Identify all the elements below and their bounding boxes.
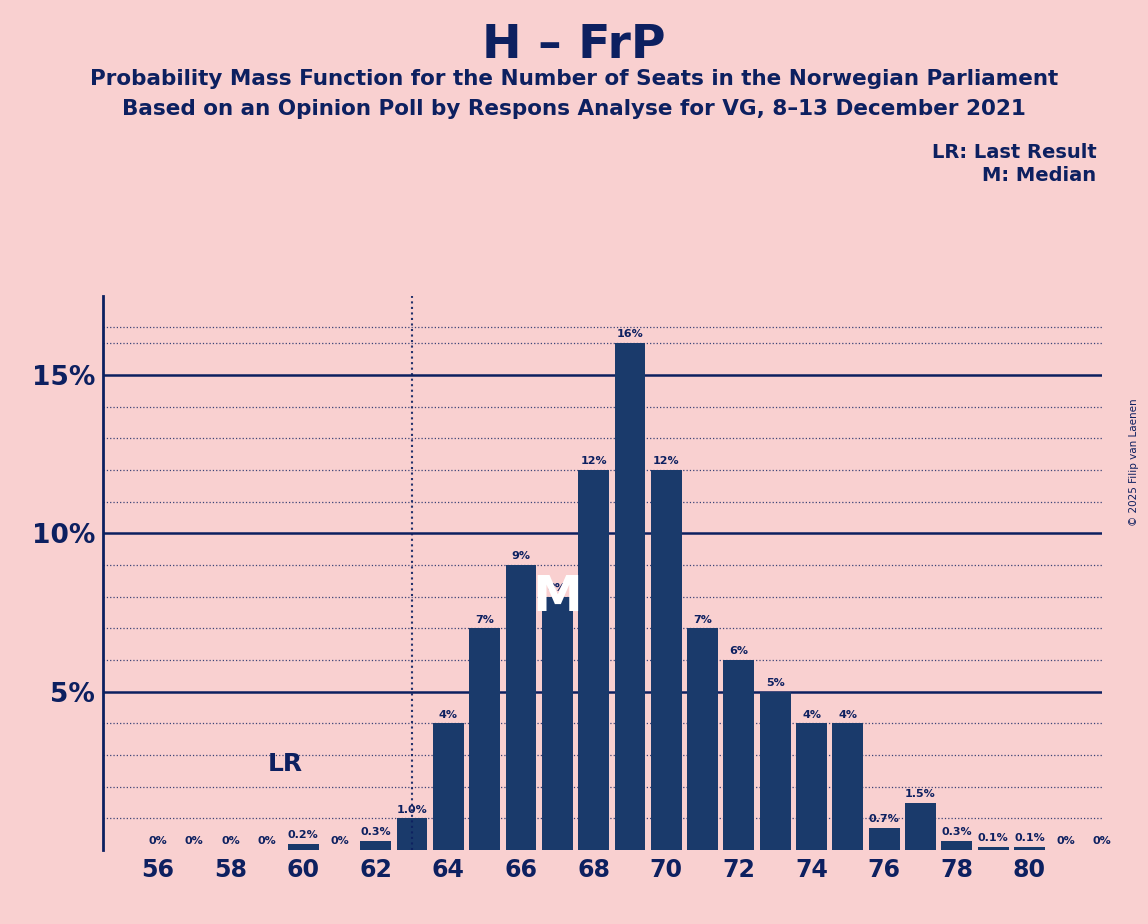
Bar [651,470,682,850]
Bar [723,660,754,850]
Bar [688,628,718,850]
Text: M: M [533,573,582,621]
Text: 0%: 0% [329,836,349,846]
Text: 12%: 12% [653,456,680,466]
Text: 6%: 6% [729,646,748,656]
Text: 7%: 7% [475,614,494,625]
Text: 0%: 0% [1056,836,1076,846]
Text: LR: Last Result: LR: Last Result [931,143,1096,163]
Text: 4%: 4% [838,710,858,720]
Text: 7%: 7% [693,614,712,625]
Text: 5%: 5% [766,678,784,687]
Text: 0.1%: 0.1% [978,833,1008,843]
Text: M: Median: M: Median [983,166,1096,186]
Text: 0%: 0% [185,836,203,846]
Text: 0%: 0% [1093,836,1111,846]
Bar [1014,847,1045,850]
Bar [470,628,501,850]
Bar [579,470,610,850]
Text: 12%: 12% [580,456,607,466]
Bar [542,597,573,850]
Text: © 2025 Filip van Laenen: © 2025 Filip van Laenen [1128,398,1139,526]
Text: 0.7%: 0.7% [869,814,900,824]
Bar [978,847,1009,850]
Text: 0%: 0% [148,836,168,846]
Text: 0%: 0% [222,836,240,846]
Text: Based on an Opinion Poll by Respons Analyse for VG, 8–13 December 2021: Based on an Opinion Poll by Respons Anal… [122,99,1026,119]
Text: 0.3%: 0.3% [941,827,972,837]
Bar [505,565,536,850]
Bar [869,828,900,850]
Bar [614,343,645,850]
Text: 8%: 8% [548,583,567,593]
Bar [288,844,318,850]
Bar [941,841,972,850]
Text: Probability Mass Function for the Number of Seats in the Norwegian Parliament: Probability Mass Function for the Number… [90,69,1058,90]
Text: 0%: 0% [257,836,277,846]
Text: 16%: 16% [616,329,643,339]
Text: 1.0%: 1.0% [397,805,427,815]
Bar [760,692,791,850]
Text: H – FrP: H – FrP [482,23,666,68]
Bar [433,723,464,850]
Text: 1.5%: 1.5% [905,789,936,798]
Bar [360,841,391,850]
Bar [796,723,827,850]
Text: 0.2%: 0.2% [288,830,318,840]
Text: 0.1%: 0.1% [1014,833,1045,843]
Text: 9%: 9% [512,551,530,561]
Text: 0.3%: 0.3% [360,827,391,837]
Bar [396,819,427,850]
Bar [832,723,863,850]
Bar [905,803,936,850]
Text: LR: LR [267,751,302,775]
Text: 4%: 4% [439,710,458,720]
Text: 4%: 4% [802,710,821,720]
